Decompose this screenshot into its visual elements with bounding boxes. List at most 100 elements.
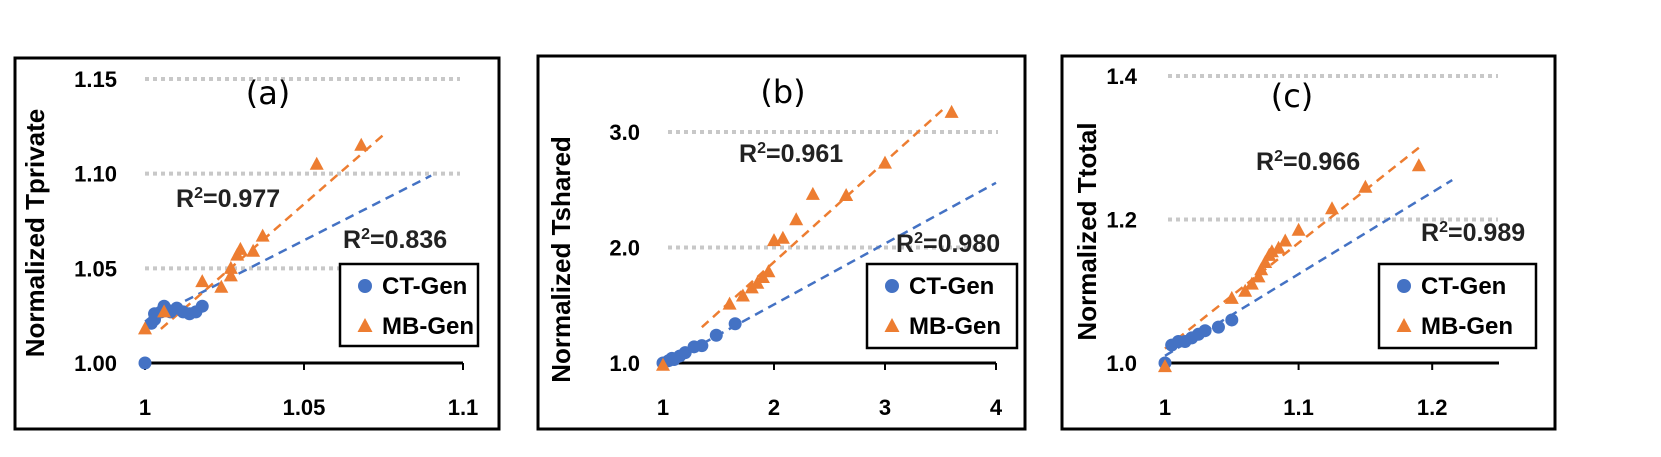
trendline-mb-gen: [160, 131, 388, 330]
x-tick-label: 1: [657, 395, 669, 420]
data-point-mb-gen: [223, 268, 238, 282]
data-point-mb-gen: [775, 230, 790, 244]
r2-label-mb-gen: R2=0.966: [1256, 148, 1360, 176]
y-tick-label: 1.4: [1106, 64, 1137, 89]
chart-frame: [1060, 54, 1557, 431]
data-point-ct-gen: [195, 299, 209, 313]
data-point-mb-gen: [1411, 158, 1426, 172]
data-point-mb-gen: [944, 104, 959, 118]
y-tick-label: 1.0: [1106, 351, 1137, 376]
legend-label: CT-Gen: [909, 273, 994, 300]
data-point-mb-gen: [309, 156, 324, 170]
data-point-mb-gen: [722, 296, 737, 310]
y-tick-label: 3.0: [609, 120, 640, 145]
y-tick-label: 1.10: [74, 162, 117, 187]
data-point-ct-gen: [728, 317, 742, 331]
data-point-mb-gen: [1224, 290, 1239, 304]
legend-box: [338, 262, 480, 348]
legend: CT-Gen MB-Gen: [865, 262, 1019, 350]
legend-marker-mb-gen: [1396, 318, 1412, 332]
chart-frame: [536, 54, 1027, 431]
data-point-ct-gen: [695, 339, 709, 353]
data-point-ct-gen: [1225, 313, 1239, 327]
data-point-mb-gen: [157, 304, 172, 318]
data-point-mb-gen: [223, 260, 238, 274]
chart-panel-3: 1 1.1 1.2 1.0 1.2 1.4 Normalized Ttotal (c) R2=0…: [1060, 54, 1557, 431]
x-tick-label: 3: [879, 395, 891, 420]
data-point-ct-gen: [1211, 320, 1225, 334]
data-point-mb-gen: [761, 264, 776, 278]
legend: CT-Gen MB-Gen: [338, 262, 480, 348]
y-tick-label: 1.15: [74, 67, 117, 92]
x-tick-label: 1.1: [448, 395, 479, 420]
y-axis-label: Normalized Tshared: [546, 136, 576, 383]
data-point-ct-gen: [1198, 324, 1212, 338]
panel-label: (c): [1271, 77, 1314, 115]
y-tick-label: 1.0: [609, 351, 640, 376]
chart-panel-1: 1 1.05 1.1 1.00 1.05 1.10 1.15 Normalized Tpriv…: [13, 56, 501, 431]
data-point-mb-gen: [805, 186, 820, 200]
legend-label: CT-Gen: [382, 273, 467, 300]
x-tick-label: 1.1: [1283, 395, 1314, 420]
r2-label-mb-gen: R2=0.977: [176, 185, 280, 213]
legend-box: [865, 262, 1019, 350]
legend-marker-ct-gen: [358, 279, 372, 293]
y-tick-label: 1.00: [74, 351, 117, 376]
data-point-mb-gen: [1271, 240, 1286, 254]
legend-box: [1377, 262, 1538, 350]
data-point-mb-gen: [878, 155, 892, 169]
trendline-ct-gen: [1164, 178, 1453, 357]
data-point-mb-gen: [195, 274, 210, 288]
y-tick-label: 1.2: [1106, 208, 1137, 233]
data-point-mb-gen: [138, 321, 152, 335]
legend: CT-Gen MB-Gen: [1377, 262, 1538, 350]
trendline-mb-gen: [1164, 146, 1420, 350]
data-point-mb-gen: [255, 228, 270, 242]
trendline-mb-gen: [701, 105, 947, 329]
data-point-mb-gen: [1251, 269, 1266, 283]
legend-marker-ct-gen: [1397, 279, 1411, 293]
data-point-mb-gen: [735, 288, 750, 302]
data-point-mb-gen: [214, 279, 229, 293]
data-point-mb-gen: [1291, 222, 1306, 236]
x-tick-label: 1: [139, 395, 151, 420]
legend-label: MB-Gen: [382, 313, 474, 340]
panel-label: (a): [246, 74, 291, 112]
r2-label-ct-gen: R2=0.836: [343, 226, 447, 254]
legend-label: MB-Gen: [909, 313, 1001, 340]
x-tick-label: 1.05: [283, 395, 326, 420]
r2-label-mb-gen: R2=0.961: [739, 140, 843, 168]
legend-marker-ct-gen: [885, 279, 899, 293]
data-point-mb-gen: [839, 188, 854, 202]
data-point-mb-gen: [354, 137, 369, 151]
data-point-mb-gen: [1244, 276, 1259, 290]
data-point-mb-gen: [1325, 201, 1339, 215]
chart-frame: [13, 56, 501, 431]
data-point-ct-gen: [709, 328, 723, 342]
x-tick-label: 1: [1159, 395, 1171, 420]
chart-panel-2: 1 2 3 4 1.0 2.0 3.0 Normalized Tshared (b) R2=0.9…: [536, 54, 1027, 431]
legend-marker-mb-gen: [884, 318, 900, 332]
y-axis-label: Normalized Ttotal: [1072, 122, 1102, 340]
legend-label: CT-Gen: [1421, 273, 1506, 300]
legend-label: MB-Gen: [1421, 313, 1513, 340]
y-tick-label: 1.05: [74, 256, 117, 281]
x-tick-label: 4: [990, 395, 1003, 420]
data-point-ct-gen: [138, 356, 152, 370]
data-point-mb-gen: [656, 357, 670, 371]
data-point-mb-gen: [1258, 255, 1273, 269]
data-point-mb-gen: [1278, 233, 1293, 247]
data-point-mb-gen: [233, 241, 248, 255]
data-point-mb-gen: [1358, 179, 1373, 193]
data-point-mb-gen: [246, 243, 261, 257]
y-tick-label: 2.0: [609, 236, 640, 261]
data-point-mb-gen: [1238, 283, 1253, 297]
data-point-mb-gen: [1264, 244, 1279, 258]
x-tick-label: 2: [768, 395, 780, 420]
legend-marker-mb-gen: [357, 318, 373, 332]
data-point-mb-gen: [1158, 359, 1172, 373]
r2-label-ct-gen: R2=0.989: [1421, 219, 1525, 247]
trendline-ct-gen: [144, 174, 432, 323]
panel-label: (b): [760, 73, 805, 111]
